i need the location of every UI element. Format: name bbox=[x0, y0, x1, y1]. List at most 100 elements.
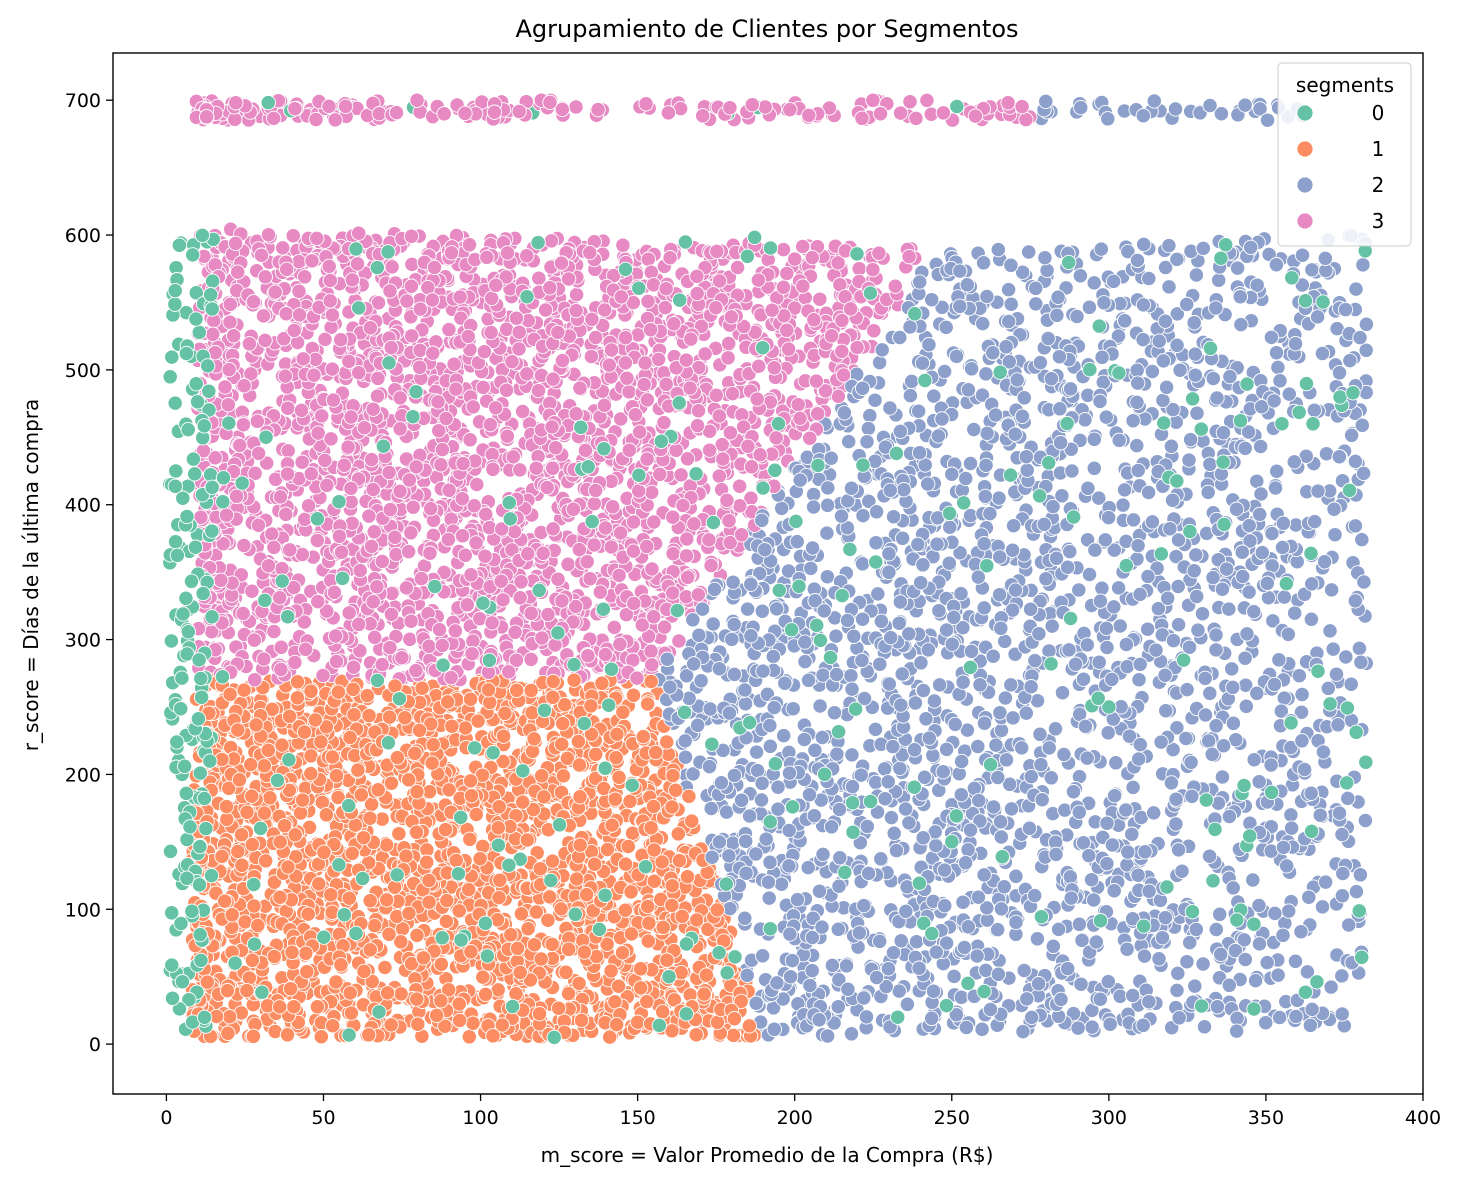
point-seg-2 bbox=[1208, 627, 1224, 643]
point-seg-2 bbox=[1211, 272, 1227, 288]
point-seg-2 bbox=[1086, 892, 1102, 908]
point-seg-2 bbox=[1241, 517, 1257, 534]
point-seg-2 bbox=[1129, 437, 1145, 454]
point-seg-2 bbox=[1099, 639, 1115, 656]
point-seg-2 bbox=[1182, 934, 1198, 951]
point-seg-2 bbox=[908, 934, 925, 950]
point-seg-2 bbox=[1081, 299, 1098, 315]
point-seg-1 bbox=[625, 687, 642, 703]
point-seg-2 bbox=[904, 373, 920, 390]
point-seg-2 bbox=[774, 500, 790, 517]
point-seg-3 bbox=[657, 299, 673, 316]
point-seg-2 bbox=[1276, 690, 1292, 706]
point-seg-2 bbox=[882, 400, 898, 416]
point-seg-2 bbox=[1212, 906, 1228, 922]
point-seg-3 bbox=[701, 442, 718, 458]
point-seg-2 bbox=[802, 977, 818, 994]
point-seg-3 bbox=[441, 321, 457, 338]
point-seg-2 bbox=[1214, 769, 1231, 785]
point-seg-2 bbox=[1100, 725, 1116, 741]
point-seg-2 bbox=[819, 569, 836, 585]
point-seg-2 bbox=[1208, 300, 1224, 316]
point-seg-2 bbox=[1043, 770, 1059, 786]
point-seg-3 bbox=[498, 321, 515, 337]
point-seg-2 bbox=[1249, 473, 1265, 489]
point-seg-2 bbox=[1155, 392, 1171, 409]
point-seg-2 bbox=[1056, 746, 1072, 763]
point-seg-3 bbox=[367, 629, 383, 646]
point-seg-3 bbox=[362, 320, 379, 336]
point-seg-2 bbox=[1115, 497, 1131, 513]
point-seg-3 bbox=[851, 261, 867, 277]
point-seg-2 bbox=[1294, 686, 1310, 703]
point-seg-2 bbox=[748, 744, 765, 760]
point-seg-2 bbox=[1179, 954, 1195, 970]
point-seg-2 bbox=[1169, 982, 1185, 999]
point-seg-2 bbox=[1000, 281, 1017, 298]
point-seg-2 bbox=[823, 819, 840, 835]
point-seg-2 bbox=[1200, 484, 1216, 501]
point-seg-1 bbox=[503, 927, 519, 943]
point-seg-2 bbox=[677, 749, 694, 765]
point-seg-2 bbox=[855, 507, 871, 524]
point-seg-3 bbox=[297, 641, 314, 657]
point-seg-2 bbox=[946, 968, 962, 985]
point-seg-2 bbox=[1098, 409, 1114, 425]
point-seg-2 bbox=[737, 696, 754, 712]
point-seg-2 bbox=[761, 890, 777, 906]
point-seg-2 bbox=[1251, 774, 1267, 790]
point-seg-2 bbox=[805, 499, 822, 515]
point-seg-2 bbox=[705, 616, 721, 632]
point-seg-2 bbox=[1040, 330, 1056, 347]
point-seg-2 bbox=[862, 407, 878, 424]
point-seg-2 bbox=[975, 315, 991, 332]
point-seg-2 bbox=[1140, 621, 1156, 637]
point-seg-2 bbox=[901, 815, 917, 831]
point-seg-2 bbox=[1008, 868, 1024, 884]
point-seg-2 bbox=[1081, 566, 1098, 583]
point-seg-2 bbox=[1287, 953, 1304, 969]
point-seg-2 bbox=[1353, 654, 1369, 670]
point-seg-2 bbox=[726, 616, 742, 633]
point-seg-2 bbox=[1086, 460, 1102, 476]
point-seg-1 bbox=[475, 838, 491, 855]
point-seg-2 bbox=[1057, 802, 1073, 818]
point-seg-2 bbox=[883, 809, 900, 826]
point-seg-2 bbox=[1318, 446, 1335, 462]
point-seg-3 bbox=[514, 403, 531, 420]
point-seg-2 bbox=[1355, 257, 1371, 273]
point-seg-1 bbox=[655, 1004, 671, 1020]
point-seg-2 bbox=[1099, 815, 1115, 831]
point-seg-1 bbox=[640, 933, 656, 949]
point-seg-2 bbox=[974, 1021, 990, 1037]
point-seg-3 bbox=[285, 228, 301, 244]
point-seg-3 bbox=[273, 639, 289, 655]
point-seg-2 bbox=[1325, 641, 1341, 657]
point-seg-2 bbox=[1054, 685, 1071, 701]
point-seg-3 bbox=[266, 623, 282, 640]
data-points bbox=[162, 92, 1375, 1046]
point-seg-2 bbox=[1270, 359, 1286, 376]
point-seg-3 bbox=[446, 356, 462, 372]
point-seg-1 bbox=[239, 804, 255, 820]
point-seg-2 bbox=[953, 989, 970, 1005]
point-seg-2 bbox=[1195, 956, 1211, 972]
point-seg-2 bbox=[1091, 654, 1107, 670]
point-seg-3 bbox=[656, 619, 673, 635]
point-seg-2 bbox=[902, 387, 919, 404]
point-seg-1 bbox=[558, 964, 574, 980]
point-seg-2 bbox=[1188, 267, 1205, 283]
point-seg-3 bbox=[790, 396, 806, 413]
point-seg-2 bbox=[988, 737, 1004, 753]
point-seg-2 bbox=[1351, 640, 1368, 657]
point-seg-2 bbox=[885, 509, 902, 525]
chart-title: Agrupamiento de Clientes por Segmentos bbox=[515, 15, 1018, 43]
point-seg-2 bbox=[1238, 698, 1254, 714]
point-seg-2 bbox=[993, 722, 1010, 739]
point-seg-1 bbox=[461, 1029, 477, 1045]
point-seg-2 bbox=[812, 698, 828, 714]
point-seg-3 bbox=[256, 651, 272, 667]
point-seg-2 bbox=[1161, 279, 1177, 295]
point-seg-2 bbox=[1179, 681, 1195, 698]
